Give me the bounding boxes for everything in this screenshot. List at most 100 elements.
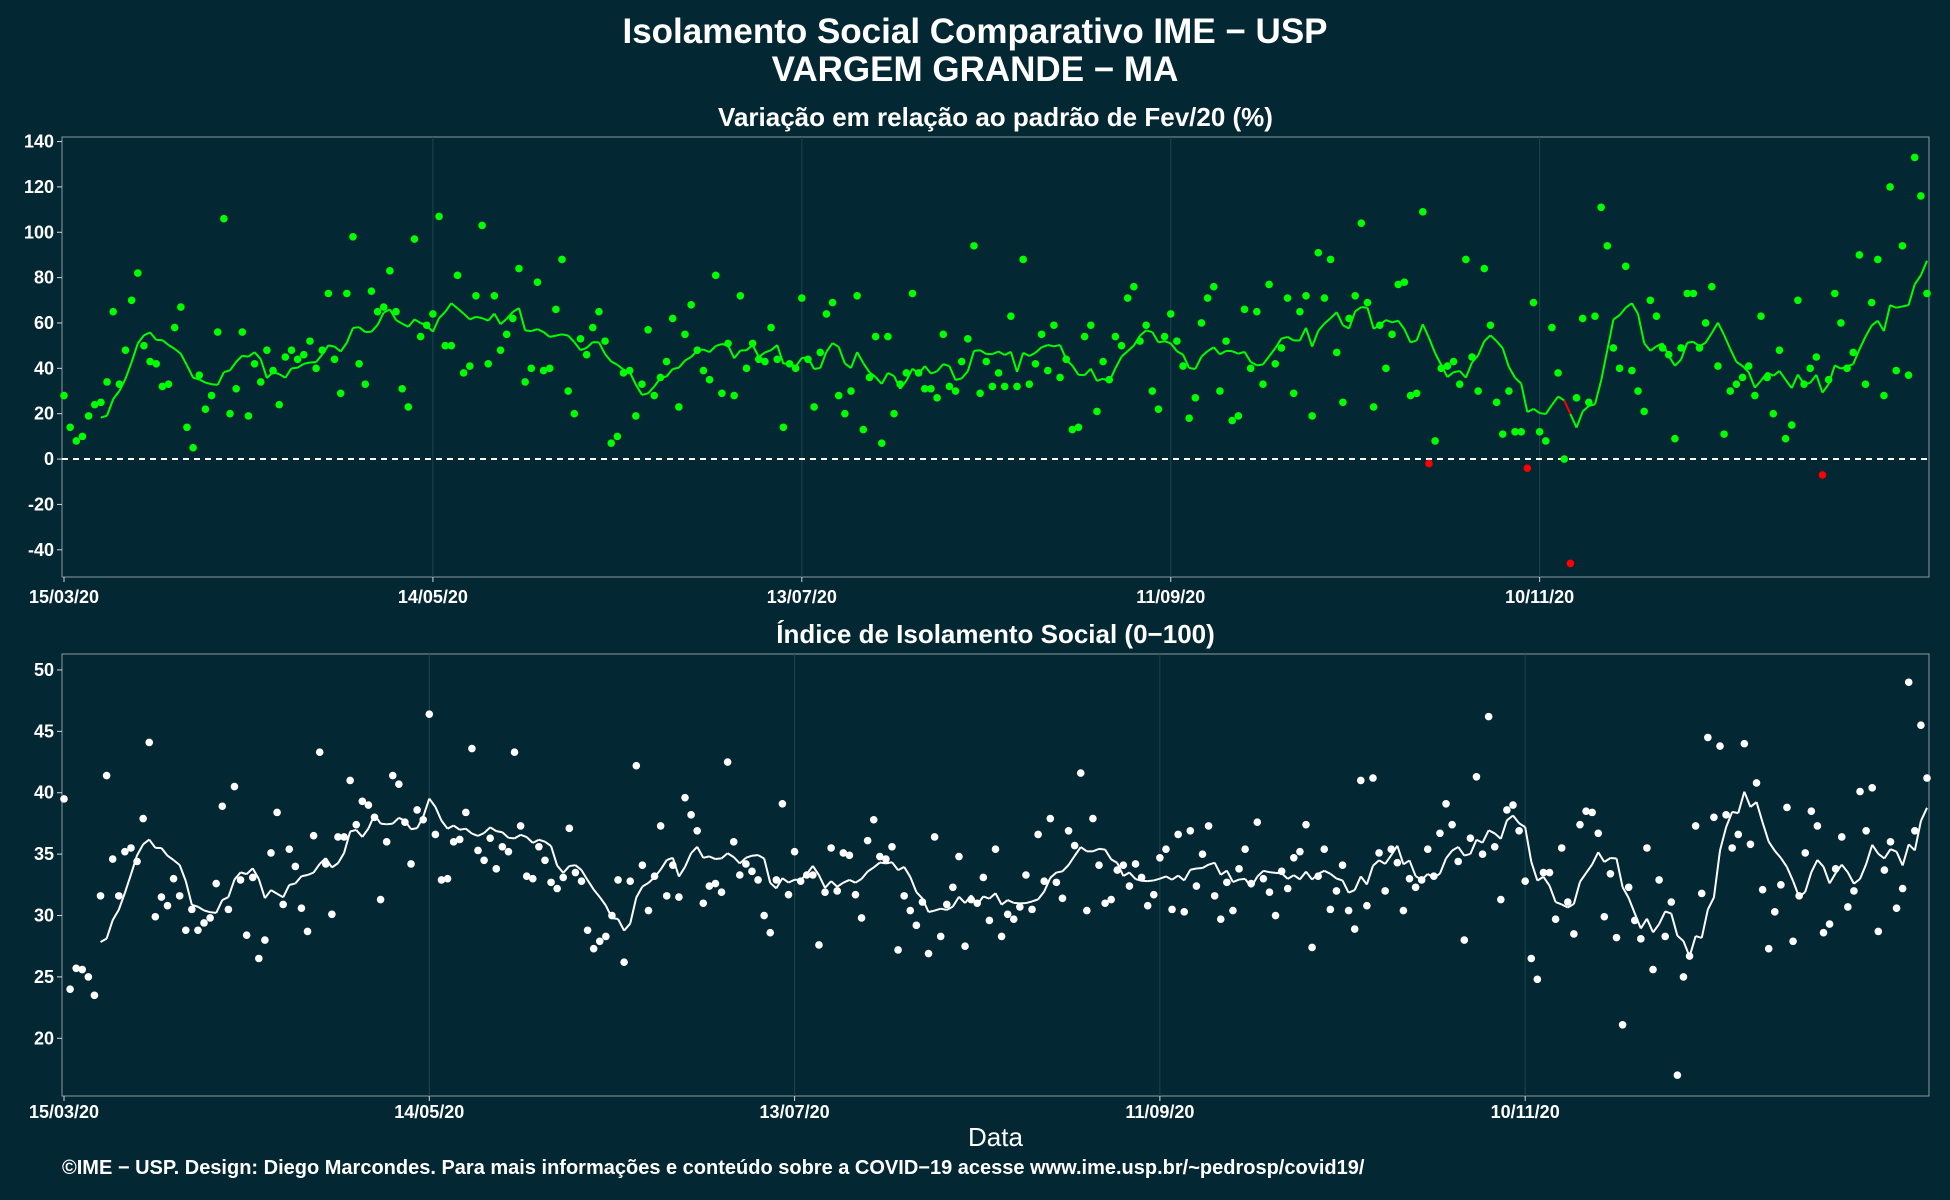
- moving-average-segment: [130, 343, 139, 363]
- moving-average-segment: [769, 882, 777, 890]
- data-point: [1472, 772, 1481, 781]
- moving-average-segment: [257, 878, 266, 899]
- moving-average-segment: [1483, 334, 1492, 342]
- data-point: [1634, 387, 1642, 395]
- data-point: [1448, 820, 1456, 829]
- data-point: [1308, 412, 1316, 420]
- moving-average-segment: [253, 351, 262, 360]
- moving-average-segment: [1512, 814, 1520, 824]
- data-point: [1643, 844, 1651, 852]
- moving-average-segment: [1643, 342, 1652, 352]
- data-point: [340, 833, 348, 841]
- data-point: [876, 852, 884, 861]
- moving-average-segment: [739, 857, 747, 865]
- data-point: [1585, 398, 1593, 407]
- data-point: [687, 301, 695, 309]
- data-point: [422, 321, 431, 330]
- data-point: [1399, 906, 1408, 915]
- data-point: [84, 973, 93, 981]
- data-point: [1533, 975, 1542, 984]
- moving-average-segment: [813, 367, 821, 370]
- moving-average-segment: [854, 878, 863, 884]
- moving-average-segment: [1579, 872, 1587, 883]
- data-point: [1119, 861, 1128, 869]
- data-point: [1099, 357, 1107, 366]
- data-point: [1394, 280, 1403, 289]
- moving-average-segment: [161, 339, 170, 346]
- data-point: [261, 936, 269, 944]
- y-tick-label: -40: [28, 540, 54, 560]
- moving-average-segment: [1919, 260, 1928, 276]
- data-point: [541, 856, 549, 865]
- data-point: [478, 221, 486, 230]
- moving-average-segment: [1544, 404, 1553, 415]
- data-point: [1628, 366, 1636, 375]
- data-point: [718, 389, 726, 398]
- data-point: [1855, 251, 1864, 259]
- moving-average-segment: [604, 353, 612, 363]
- moving-average-segment: [431, 317, 440, 333]
- data-point: [453, 271, 462, 280]
- moving-average-segment: [1256, 363, 1264, 367]
- data-point: [902, 369, 911, 377]
- y-tick-label: 0: [44, 449, 54, 469]
- data-point: [1732, 380, 1741, 389]
- data-point: [949, 883, 957, 892]
- data-point: [1003, 910, 1012, 919]
- moving-average-segment: [960, 370, 969, 380]
- moving-average-segment: [1585, 863, 1593, 874]
- moving-average-segment: [496, 830, 503, 834]
- data-point: [1789, 937, 1797, 946]
- moving-average-segment: [358, 326, 366, 333]
- moving-average-segment: [1158, 340, 1165, 344]
- data-point: [1751, 391, 1759, 400]
- data-point: [1326, 905, 1335, 914]
- moving-average-segment: [720, 852, 729, 860]
- moving-average-segment: [1384, 854, 1393, 865]
- data-point: [945, 382, 954, 391]
- moving-average-segment: [1907, 284, 1916, 306]
- data-point: [177, 303, 185, 311]
- moving-average-segment: [1680, 342, 1689, 360]
- data-point: [527, 364, 536, 373]
- data-point: [742, 860, 750, 868]
- data-point: [1431, 437, 1439, 445]
- data-point: [614, 876, 622, 884]
- data-point: [1345, 314, 1353, 323]
- data-point: [90, 400, 99, 409]
- moving-average-segment: [1695, 935, 1703, 939]
- moving-average-segment: [856, 351, 865, 364]
- moving-average-segment: [1080, 846, 1088, 853]
- data-point: [620, 958, 628, 966]
- moving-average-segment: [312, 863, 321, 874]
- moving-average-segment: [307, 871, 314, 876]
- moving-average-segment: [635, 886, 644, 898]
- data-point: [72, 437, 81, 445]
- moving-average-segment: [715, 857, 722, 861]
- moving-average-segment: [585, 341, 594, 349]
- moving-average-segment: [1569, 413, 1578, 429]
- moving-average-segment: [727, 344, 736, 359]
- data-point: [839, 849, 848, 857]
- data-point: [315, 748, 324, 757]
- data-point: [60, 391, 68, 400]
- data-point: [1658, 344, 1667, 352]
- moving-average-segment: [1656, 342, 1664, 348]
- data-point: [1314, 872, 1322, 881]
- moving-average-segment: [1043, 877, 1052, 892]
- data-point: [1545, 868, 1554, 877]
- data-point: [822, 310, 831, 318]
- data-point: [669, 861, 677, 869]
- moving-average-segment: [1572, 881, 1581, 905]
- data-point: [1314, 248, 1323, 257]
- moving-average-segment: [223, 369, 231, 374]
- data-point: [1382, 364, 1390, 373]
- data-point: [1105, 375, 1114, 384]
- data-point: [127, 844, 135, 852]
- data-point: [754, 876, 762, 884]
- moving-average-segment: [1025, 900, 1033, 905]
- moving-average-segment: [186, 364, 195, 379]
- data-point: [997, 932, 1006, 941]
- moving-average-segment: [830, 880, 838, 888]
